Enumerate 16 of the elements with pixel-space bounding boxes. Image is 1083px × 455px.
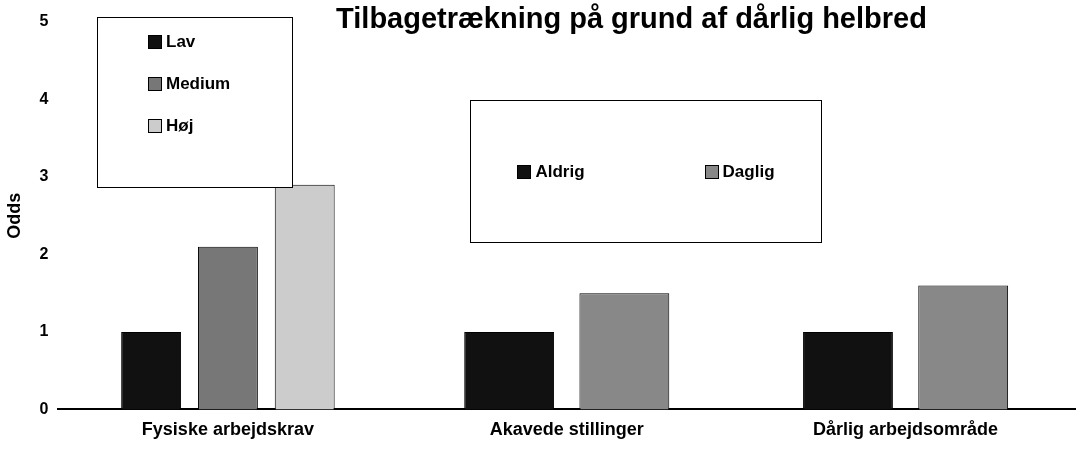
y-tick-label: 2: [39, 244, 49, 262]
y-tick-label: 3: [39, 167, 49, 185]
legend-label: Høj: [166, 116, 194, 136]
x-tick-label: Fysiske arbejdskrav: [141, 419, 314, 440]
y-tick-label: 5: [39, 12, 49, 30]
y-tick-label: 0: [39, 399, 49, 417]
x-tick-label: Akavede stillinger: [489, 419, 644, 440]
y-axis-title: Odds: [3, 192, 24, 239]
legend-label: Daglig: [722, 161, 775, 182]
chart-title: Tilbagetrækning på grund af dårlig helbred: [336, 2, 927, 34]
x-tick-label: Dårlig arbejdsområde: [813, 419, 999, 440]
legend-label: Aldrig: [535, 161, 585, 182]
y-tick-label: 4: [39, 89, 49, 107]
legend-label: Lav: [166, 32, 196, 52]
y-tick-label: 1: [39, 322, 49, 340]
legend-label: Medium: [166, 74, 231, 94]
